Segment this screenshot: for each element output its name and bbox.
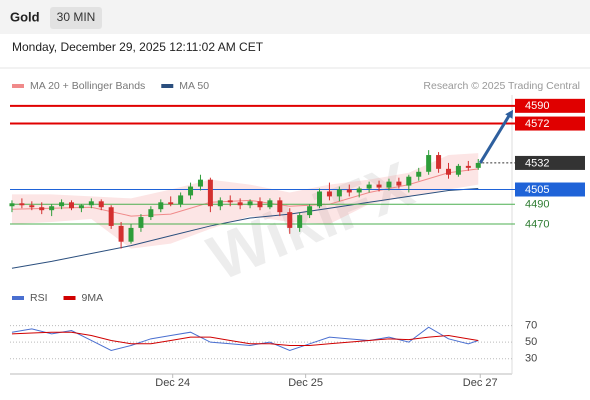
datetime: Monday, December 29, 2025 12:11:02 AM CE… (12, 40, 264, 54)
candle-body (118, 225, 124, 242)
legend-swatch (161, 84, 174, 88)
legend-swatch (12, 84, 24, 88)
candle-body (178, 195, 184, 205)
candle-body (138, 217, 144, 228)
legend-swatch (12, 296, 24, 300)
level-label: 4490 (525, 199, 549, 211)
timeframe[interactable]: 30 MIN (57, 10, 96, 24)
candle-body (39, 207, 45, 211)
level-label-box (515, 182, 585, 197)
candle-body (436, 155, 442, 169)
legend-label: MA 20 + Bollinger Bands (30, 80, 145, 92)
candle-body (287, 212, 293, 228)
candle-body (247, 201, 253, 206)
candle-body (356, 188, 362, 193)
candle-body (336, 189, 342, 197)
candle-body (19, 203, 25, 206)
candle-body (148, 209, 154, 218)
candle-body (158, 202, 164, 210)
level-label: 4532 (525, 157, 549, 169)
symbol: Gold (10, 9, 40, 24)
candle-body (78, 205, 84, 209)
attribution: Research © 2025 Trading Central (423, 80, 580, 92)
candle-body (29, 205, 35, 208)
level-label-box (515, 155, 585, 170)
candle-body (49, 206, 55, 211)
timeframe-pill[interactable] (50, 7, 102, 29)
candle-body (257, 201, 263, 208)
level-label: 4590 (525, 100, 549, 112)
candle-body (346, 189, 352, 193)
candle-body (317, 191, 323, 207)
candle-body (197, 179, 203, 187)
candle-body (297, 215, 303, 228)
candle-body (88, 201, 94, 206)
indicator-line (11, 331, 479, 346)
candle-body (267, 200, 273, 208)
candle-body (128, 227, 134, 242)
y-tick-label: 30 (525, 353, 537, 365)
legend-label: MA 50 (179, 80, 209, 92)
candle-body (455, 165, 461, 175)
candle-body (217, 200, 223, 207)
x-tick-label: Dec 24 (155, 377, 190, 389)
legend-label: RSI (30, 292, 48, 304)
candle-body (366, 184, 372, 189)
candle-body (168, 202, 174, 205)
target-arrow (478, 115, 511, 164)
candle-body (68, 202, 74, 209)
candle-body (9, 203, 15, 207)
candle-body (475, 162, 481, 168)
candle-body (445, 168, 451, 175)
candle-body (326, 191, 332, 197)
x-tick-label: Dec 27 (463, 377, 498, 389)
level-label-box (515, 98, 585, 113)
candle-body (416, 171, 422, 177)
legend-label: 9MA (82, 292, 104, 304)
candle-body (426, 155, 432, 172)
candle-body (227, 200, 233, 203)
candle-body (207, 179, 213, 207)
level-label: 4572 (525, 118, 549, 130)
level-label: 4505 (525, 184, 549, 196)
candle-body (376, 184, 382, 188)
candle-body (396, 181, 402, 186)
candle-body (59, 202, 65, 207)
level-label-box (515, 116, 585, 131)
indicator-line (11, 326, 479, 351)
y-tick-label: 70 (525, 319, 537, 331)
y-tick-label: 50 (525, 336, 537, 348)
candle-body (277, 200, 283, 213)
candle-body (188, 186, 194, 196)
ma-line (11, 188, 479, 269)
arrow-head (505, 109, 513, 119)
level-label: 4470 (525, 218, 549, 230)
candle-body (98, 201, 104, 208)
x-tick-label: Dec 25 (288, 377, 323, 389)
candle-body (386, 181, 392, 188)
candle-body (307, 206, 313, 216)
candle-body (465, 165, 471, 168)
candle-body (108, 207, 114, 226)
legend-swatch (63, 296, 76, 300)
candle-body (406, 176, 412, 186)
candle-body (237, 202, 243, 206)
